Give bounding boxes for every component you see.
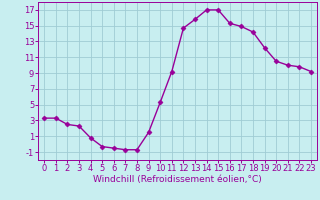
X-axis label: Windchill (Refroidissement éolien,°C): Windchill (Refroidissement éolien,°C) xyxy=(93,175,262,184)
